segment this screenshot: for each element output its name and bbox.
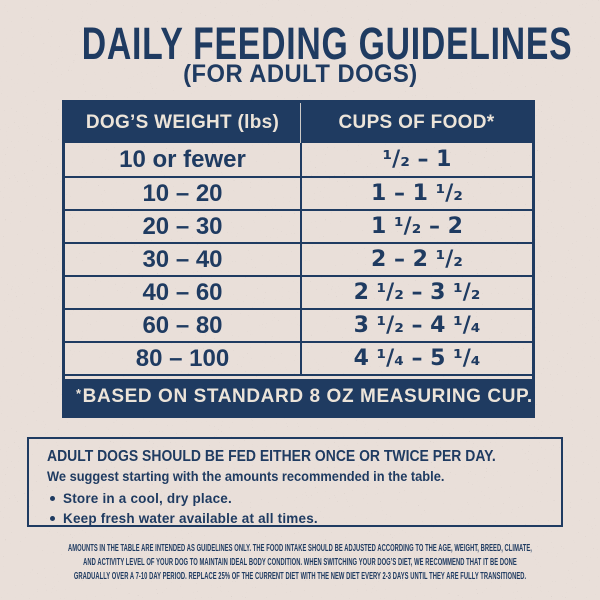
weight-cell: 60 – 80 bbox=[142, 311, 223, 339]
weight-cell: 40 – 60 bbox=[142, 278, 223, 306]
table-header-row: DOG’S WEIGHT (lbs) CUPS OF FOOD* bbox=[65, 103, 532, 143]
info-subheading-text: We suggest starting with the amounts rec… bbox=[47, 469, 445, 484]
page-subtitle: (FOR ADULT DOGS) bbox=[0, 62, 600, 87]
feeding-info-box: ADULT DOGS SHOULD BE FED EITHER ONCE OR … bbox=[27, 437, 563, 527]
footnote-asterisk: * bbox=[76, 385, 82, 401]
bullet-text: Keep fresh water available at all times. bbox=[63, 511, 318, 526]
table-row: 80 – 100 4 ¹/₄ – 5 ¹/₄ bbox=[65, 341, 532, 374]
footnote-text: BASED ON STANDARD 8 OZ MEASURING CUP. bbox=[82, 386, 533, 407]
feeding-table: DOG’S WEIGHT (lbs) CUPS OF FOOD* 10 or f… bbox=[62, 100, 535, 418]
disclaimer-line: GRADUALLY OVER A 7-10 DAY PERIOD. REPLAC… bbox=[73, 571, 527, 583]
cups-cell: 3 ¹/₂ – 4 ¹/₄ bbox=[300, 310, 532, 341]
cups-cell: 1 ¹/₂ – 2 bbox=[300, 211, 532, 242]
disclaimer-text: AMOUNTS IN THE TABLE ARE INTENDED AS GUI… bbox=[45, 542, 555, 585]
cups-cell: 2 – 2 ¹/₂ bbox=[300, 244, 532, 275]
table-row: 10 – 20 1 – 1 ¹/₂ bbox=[65, 176, 532, 209]
disclaimer-line: AMOUNTS IN THE TABLE ARE INTENDED AS GUI… bbox=[68, 543, 532, 554]
table-row: 10 or fewer ¹/₂ – 1 bbox=[65, 143, 532, 176]
weight-cell: 80 – 100 bbox=[135, 344, 230, 372]
cups-cell: 4 ¹/₄ – 5 ¹/₄ bbox=[300, 343, 532, 374]
list-item: Keep fresh water available at all times. bbox=[47, 511, 543, 526]
cups-cell: ¹/₂ – 1 bbox=[300, 143, 532, 176]
table-row: 60 – 80 3 ¹/₂ – 4 ¹/₄ bbox=[65, 308, 532, 341]
column-header-cups: CUPS OF FOOD* bbox=[300, 103, 532, 143]
list-item: Store in a cool, dry place. bbox=[47, 491, 543, 506]
info-heading-text: ADULT DOGS SHOULD BE FED EITHER ONCE OR … bbox=[47, 448, 496, 465]
info-subheading: We suggest starting with the amounts rec… bbox=[47, 468, 543, 486]
bullet-icon bbox=[50, 496, 55, 501]
weight-cell: 20 – 30 bbox=[142, 212, 223, 240]
table-row: 40 – 60 2 ¹/₂ – 3 ¹/₂ bbox=[65, 275, 532, 308]
bullet-text: Store in a cool, dry place. bbox=[63, 491, 232, 506]
bullet-icon bbox=[50, 516, 55, 521]
weight-cell: 30 – 40 bbox=[142, 245, 223, 273]
column-header-weight: DOG’S WEIGHT (lbs) bbox=[85, 112, 280, 133]
table-row: 20 – 30 1 ¹/₂ – 2 bbox=[65, 209, 532, 242]
cups-cell: 1 – 1 ¹/₂ bbox=[300, 178, 532, 209]
weight-cell: 10 or fewer bbox=[119, 145, 246, 173]
table-row: 30 – 40 2 – 2 ¹/₂ bbox=[65, 242, 532, 275]
disclaimer-line: AND ACTIVITY LEVEL OF YOUR DOG TO MAINTA… bbox=[83, 557, 517, 569]
weight-cell: 10 – 20 bbox=[142, 179, 223, 207]
table-body: 10 or fewer ¹/₂ – 1 10 – 20 1 – 1 ¹/₂ 20… bbox=[65, 143, 532, 374]
disclaimer: AMOUNTS IN THE TABLE ARE INTENDED AS GUI… bbox=[0, 542, 600, 585]
info-heading: ADULT DOGS SHOULD BE FED EITHER ONCE OR … bbox=[47, 448, 543, 466]
page-subtitle-text: (FOR ADULT DOGS) bbox=[182, 60, 418, 88]
table-footnote: * BASED ON STANDARD 8 OZ MEASURING CUP. bbox=[65, 379, 532, 415]
cups-cell: 2 ¹/₂ – 3 ¹/₂ bbox=[300, 277, 532, 308]
